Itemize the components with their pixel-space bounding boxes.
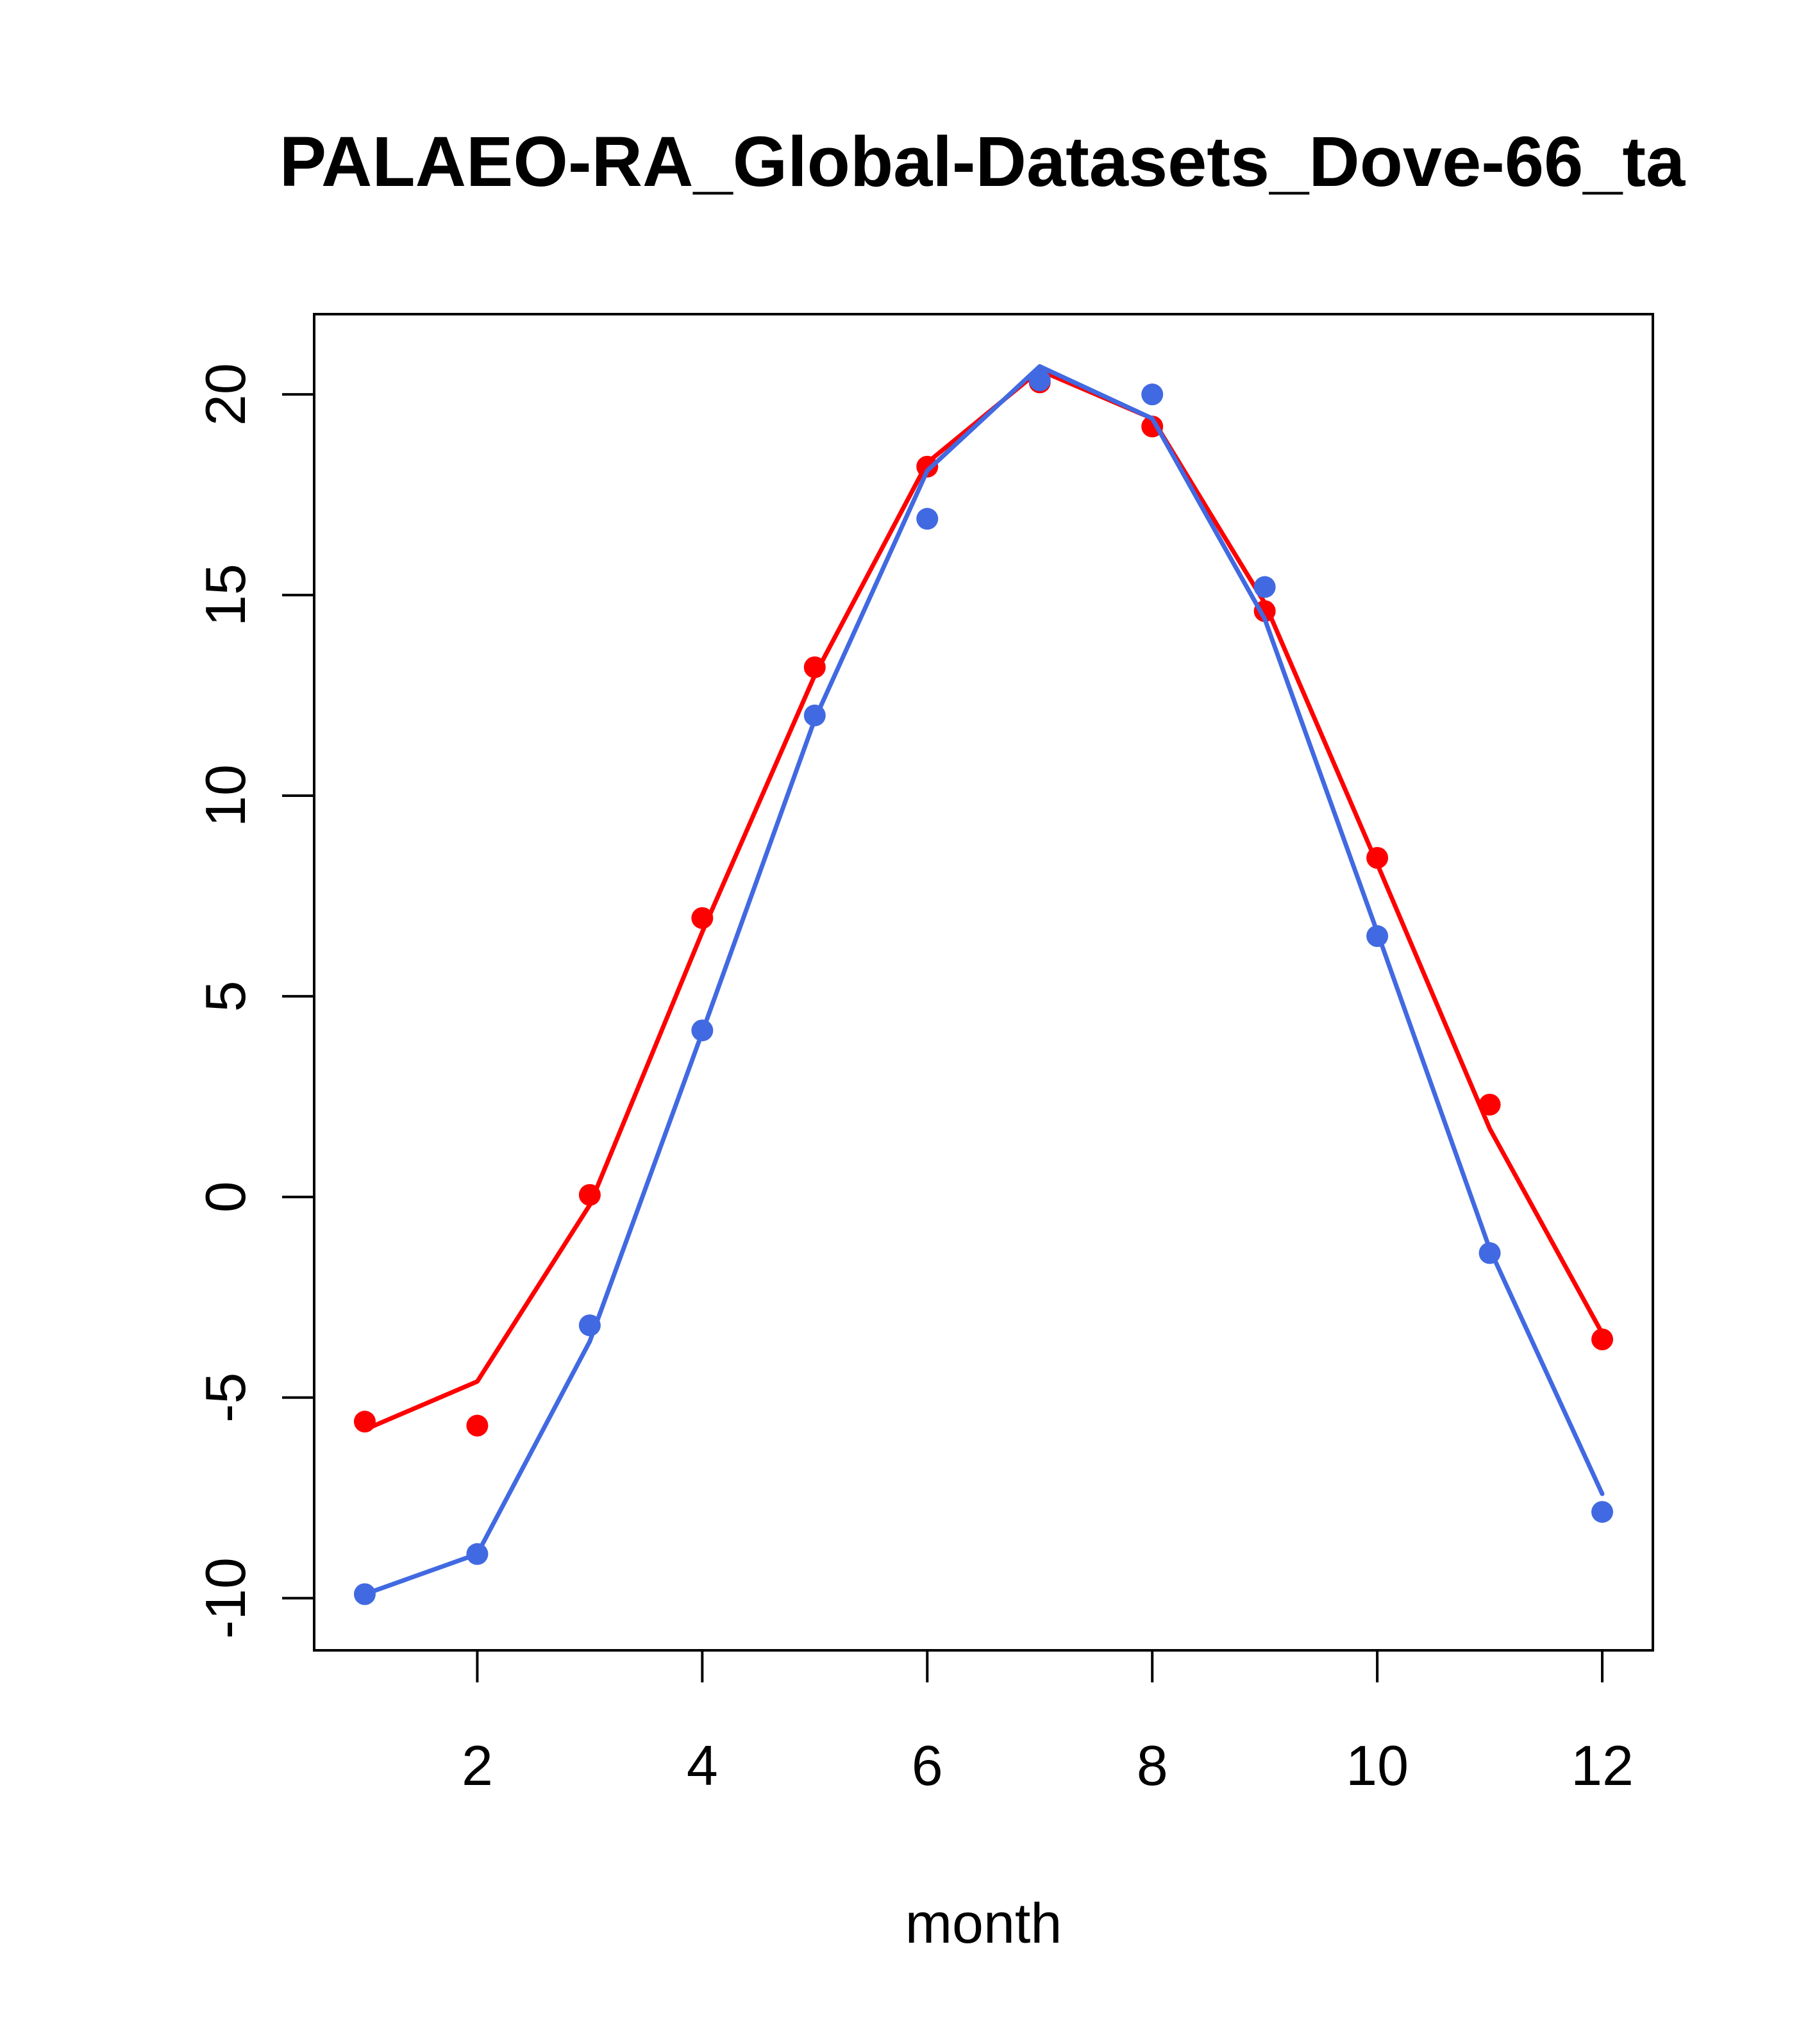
series-line bbox=[362, 364, 1605, 1596]
data-point bbox=[466, 1543, 489, 1565]
data-point bbox=[1366, 846, 1389, 869]
x-axis-label: month bbox=[905, 1891, 1062, 1955]
data-point bbox=[803, 656, 826, 678]
data-point bbox=[1591, 1501, 1614, 1523]
y-tick-label: 10 bbox=[194, 764, 257, 827]
plot-frame bbox=[313, 313, 1654, 1652]
series-1 bbox=[353, 368, 1614, 1437]
data-point bbox=[1028, 369, 1051, 392]
y-tick-label: 5 bbox=[194, 980, 257, 1012]
x-tick-label: 6 bbox=[912, 1734, 943, 1797]
data-point bbox=[353, 1583, 376, 1605]
data-point bbox=[1366, 925, 1389, 948]
x-tick-label: 8 bbox=[1137, 1734, 1168, 1797]
series-2 bbox=[353, 364, 1614, 1605]
data-point bbox=[916, 455, 939, 478]
x-tick-label: 4 bbox=[687, 1734, 718, 1797]
data-point bbox=[1478, 1093, 1501, 1116]
data-point bbox=[691, 1019, 714, 1042]
series-line bbox=[362, 368, 1605, 1432]
y-tick-label: -10 bbox=[194, 1557, 257, 1639]
y-tick-label: 15 bbox=[194, 564, 257, 626]
data-point bbox=[691, 907, 714, 929]
series-layer bbox=[353, 364, 1614, 1605]
x-axis: 2 4 6 8 10 12 bbox=[462, 1650, 1634, 1797]
x-tick-label: 2 bbox=[462, 1734, 493, 1797]
data-point bbox=[1478, 1242, 1501, 1264]
y-axis: -10 -5 0 5 10 15 20 bbox=[194, 363, 314, 1639]
data-point bbox=[916, 508, 939, 530]
chart-title: PALAEO-RA_Global-Datasets_Dove-66_ta bbox=[280, 122, 1686, 201]
data-point bbox=[466, 1414, 489, 1437]
data-point bbox=[1141, 383, 1164, 406]
y-tick-label: -5 bbox=[194, 1373, 257, 1423]
y-tick-label: 0 bbox=[194, 1181, 257, 1212]
data-point bbox=[578, 1314, 601, 1337]
data-point bbox=[1591, 1328, 1614, 1350]
data-point bbox=[803, 704, 826, 726]
data-point bbox=[578, 1184, 601, 1206]
y-tick-label: 20 bbox=[194, 363, 257, 426]
data-point bbox=[1253, 576, 1276, 598]
x-tick-label: 12 bbox=[1571, 1734, 1634, 1797]
x-tick-label: 10 bbox=[1346, 1734, 1409, 1797]
data-point bbox=[353, 1411, 376, 1433]
